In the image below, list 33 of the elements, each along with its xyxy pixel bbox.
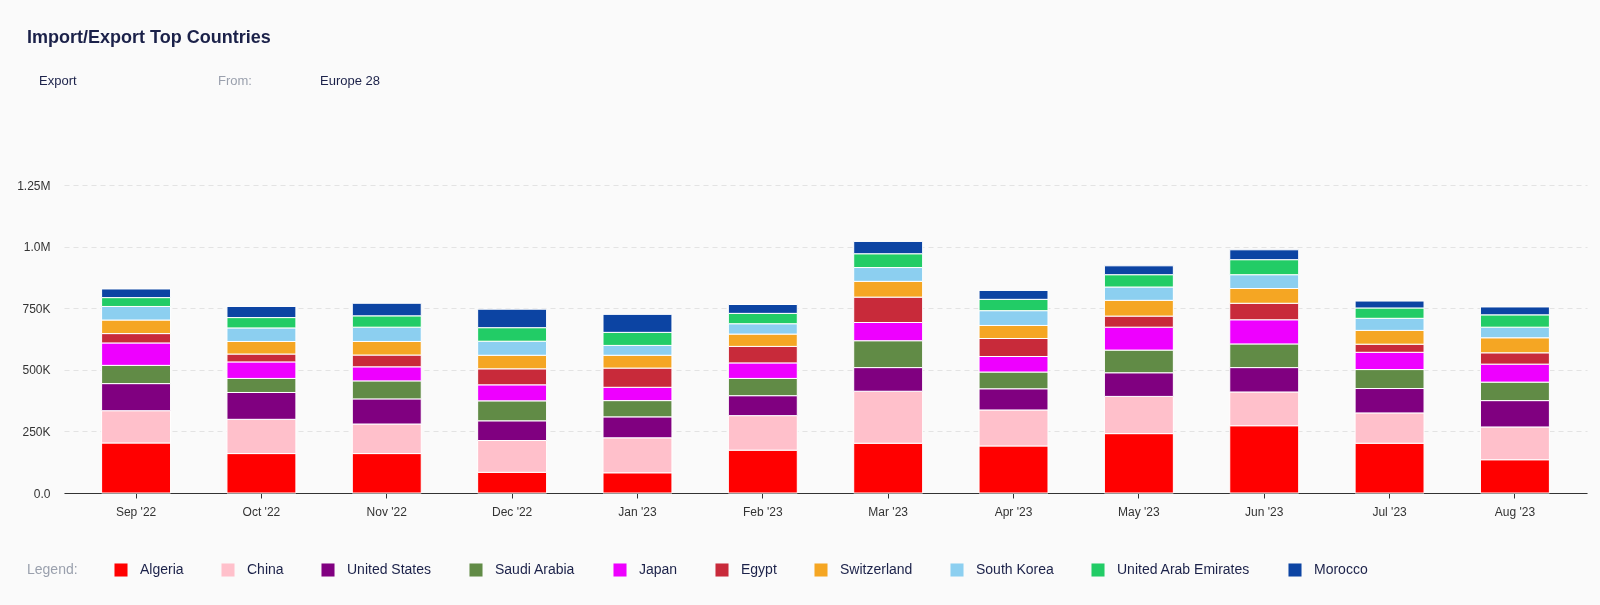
y-tick-label: 500K xyxy=(22,363,51,378)
text: Export xyxy=(39,73,77,88)
legend-label: United States xyxy=(347,561,432,577)
legend-label: United Arab Emirates xyxy=(1117,561,1250,577)
x-tick-label: Jun '23 xyxy=(1245,504,1284,519)
legend-label: Saudi Arabia xyxy=(495,561,575,577)
y-tick-label: 0.0 xyxy=(33,486,51,501)
legend-label: Japan xyxy=(639,561,678,577)
x-tick-label: Feb '23 xyxy=(743,504,783,519)
x-tick-label: Oct '22 xyxy=(242,504,281,519)
x-tick-label: Mar '23 xyxy=(868,504,909,519)
text: Europe 28 xyxy=(320,73,380,88)
legend-label: Algeria xyxy=(140,561,184,577)
y-tick-label: 1.25M xyxy=(17,178,51,193)
x-tick-label: Nov '22 xyxy=(366,504,408,519)
x-tick-label: Jul '23 xyxy=(1372,504,1408,519)
legend-label: China xyxy=(247,561,284,577)
text: From: xyxy=(218,73,252,88)
x-tick-label: Sep '22 xyxy=(115,504,157,519)
x-tick-label: Jan '23 xyxy=(618,504,657,519)
legend-label: Egypt xyxy=(741,561,777,577)
y-tick-label: 250K xyxy=(22,424,51,439)
legend-label: Switzerland xyxy=(840,561,913,577)
x-tick-label: Aug '23 xyxy=(1494,504,1536,519)
y-tick-label: 750K xyxy=(22,301,51,316)
legend-label: South Korea xyxy=(976,561,1055,577)
y-tick-label: 1.0M xyxy=(23,240,51,255)
x-tick-label: Apr '23 xyxy=(994,504,1033,519)
legend-title: Legend: xyxy=(27,561,78,577)
x-tick-label: May '23 xyxy=(1118,504,1161,519)
chart-title: Import/Export Top Countries xyxy=(27,27,271,47)
legend-label: Morocco xyxy=(1314,561,1368,577)
x-tick-label: Dec '22 xyxy=(491,504,533,519)
